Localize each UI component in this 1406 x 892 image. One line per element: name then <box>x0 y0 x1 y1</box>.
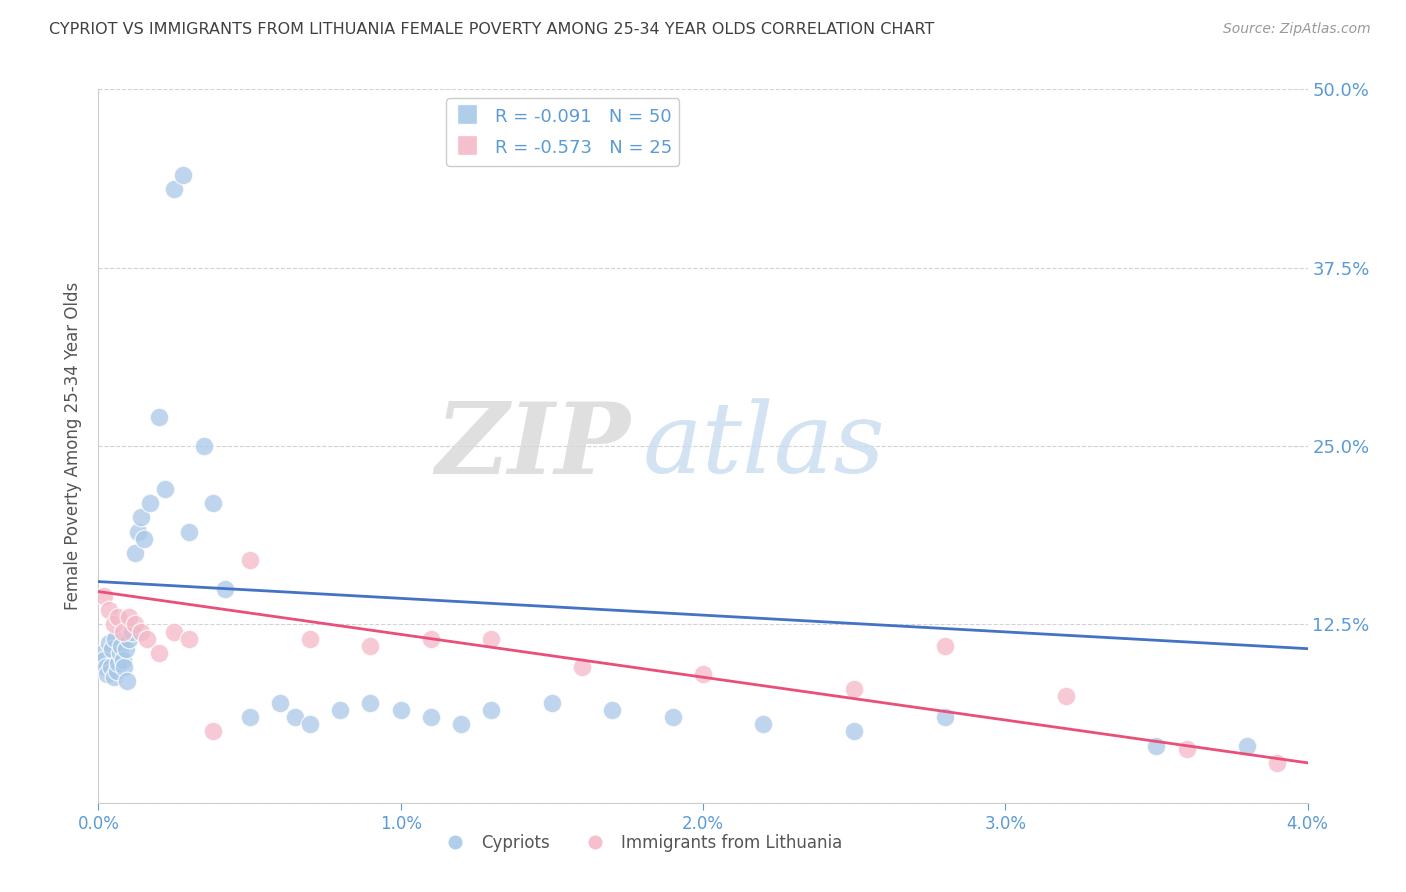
Point <box>1267 756 1289 770</box>
Point <box>1146 739 1168 753</box>
Point <box>148 410 170 425</box>
Point <box>360 639 382 653</box>
Point <box>239 710 262 724</box>
Point <box>132 532 155 546</box>
Point <box>103 617 125 632</box>
Point <box>96 667 118 681</box>
Point <box>124 617 146 632</box>
Point <box>193 439 215 453</box>
Point <box>114 641 136 656</box>
Point <box>420 710 443 724</box>
Point <box>360 696 382 710</box>
Point <box>148 646 170 660</box>
Point <box>101 641 124 656</box>
Text: ZIP: ZIP <box>436 398 630 494</box>
Point <box>93 589 115 603</box>
Point <box>111 653 134 667</box>
Point <box>299 632 322 646</box>
Point <box>98 603 121 617</box>
Point <box>481 703 503 717</box>
Point <box>450 717 472 731</box>
Point <box>1175 741 1198 756</box>
Point <box>752 717 775 731</box>
Point <box>269 696 291 710</box>
Point <box>239 553 262 567</box>
Y-axis label: Female Poverty Among 25-34 Year Olds: Female Poverty Among 25-34 Year Olds <box>65 282 83 610</box>
Point <box>129 624 152 639</box>
Point <box>481 632 503 646</box>
Point <box>121 624 143 639</box>
Point <box>172 168 194 182</box>
Point <box>94 660 117 674</box>
Point <box>934 710 956 724</box>
Legend: Cypriots, Immigrants from Lithuania: Cypriots, Immigrants from Lithuania <box>436 828 849 859</box>
Point <box>163 624 186 639</box>
Point <box>284 710 307 724</box>
Point <box>93 653 115 667</box>
Point <box>602 703 624 717</box>
Point <box>214 582 236 596</box>
Point <box>129 510 152 524</box>
Point <box>127 524 149 539</box>
Point <box>179 632 201 646</box>
Point <box>91 646 114 660</box>
Point <box>1236 739 1258 753</box>
Point <box>661 710 683 724</box>
Point <box>389 703 412 717</box>
Point <box>420 632 443 646</box>
Point <box>1054 689 1077 703</box>
Point <box>107 656 129 670</box>
Point <box>299 717 322 731</box>
Text: CYPRIOT VS IMMIGRANTS FROM LITHUANIA FEMALE POVERTY AMONG 25-34 YEAR OLDS CORREL: CYPRIOT VS IMMIGRANTS FROM LITHUANIA FEM… <box>49 22 935 37</box>
Point <box>844 681 866 696</box>
Point <box>98 636 121 650</box>
Point <box>692 667 714 681</box>
Point <box>108 646 131 660</box>
Text: Source: ZipAtlas.com: Source: ZipAtlas.com <box>1223 22 1371 37</box>
Point <box>110 639 132 653</box>
Point <box>105 665 128 679</box>
Point <box>540 696 562 710</box>
Point <box>139 496 162 510</box>
Point <box>153 482 176 496</box>
Point <box>202 724 225 739</box>
Point <box>135 632 157 646</box>
Point <box>111 624 134 639</box>
Point <box>179 524 201 539</box>
Point <box>112 660 135 674</box>
Point <box>844 724 866 739</box>
Point <box>118 610 141 624</box>
Point <box>124 546 146 560</box>
Point <box>104 632 127 646</box>
Point <box>934 639 956 653</box>
Point <box>571 660 593 674</box>
Point <box>163 182 186 196</box>
Point <box>118 632 141 646</box>
Point <box>202 496 225 510</box>
Point <box>329 703 352 717</box>
Point <box>107 610 129 624</box>
Point <box>115 674 138 689</box>
Point <box>103 670 125 684</box>
Text: atlas: atlas <box>643 399 886 493</box>
Point <box>100 660 122 674</box>
